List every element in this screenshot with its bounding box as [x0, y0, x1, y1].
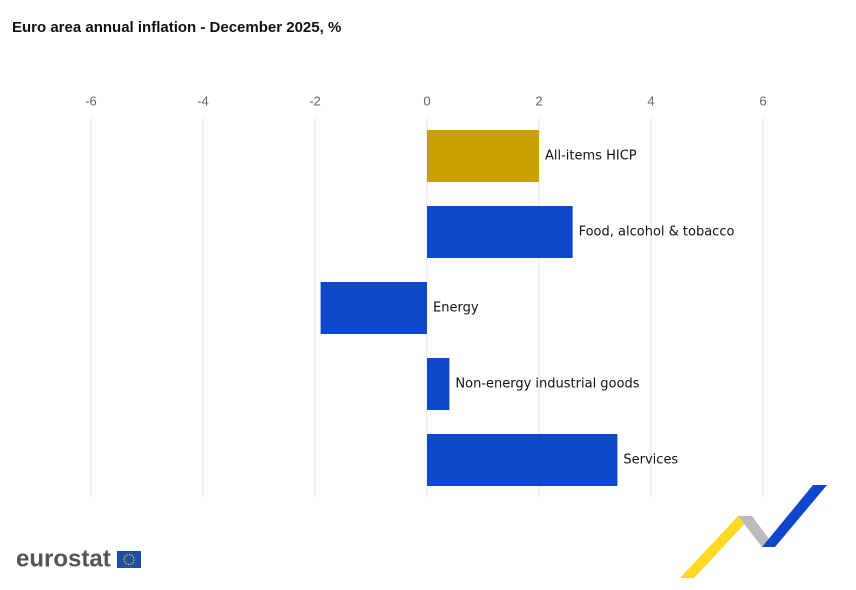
chart-title: Euro area annual inflation - December 20…: [12, 19, 341, 36]
x-tick-label: 2: [535, 93, 542, 108]
eu-flag: [117, 551, 141, 568]
x-tick-label: 0: [423, 93, 430, 108]
category-label: Energy: [433, 301, 479, 316]
x-tick-label: 6: [759, 93, 766, 108]
bar: [320, 282, 427, 334]
decoration: [680, 485, 827, 578]
bar: [427, 434, 618, 486]
bar: [427, 358, 450, 410]
category-label: Non-energy industrial goods: [455, 377, 639, 392]
category-label: Food, alcohol & tobacco: [579, 225, 735, 240]
bar: [427, 206, 573, 258]
category-label: Services: [623, 453, 678, 468]
x-tick-label: -6: [85, 93, 97, 108]
bar: [427, 130, 539, 182]
category-label: All-items HICP: [545, 149, 637, 164]
x-tick-label: 4: [647, 93, 654, 108]
x-tick-label: -2: [309, 93, 321, 108]
x-tick-label: -4: [197, 93, 209, 108]
plot-area: -6 -4 -2 0 2 4 6 All-items HICP Food, alcohol & …: [85, 93, 767, 497]
logo-text: eurostat: [16, 545, 111, 572]
